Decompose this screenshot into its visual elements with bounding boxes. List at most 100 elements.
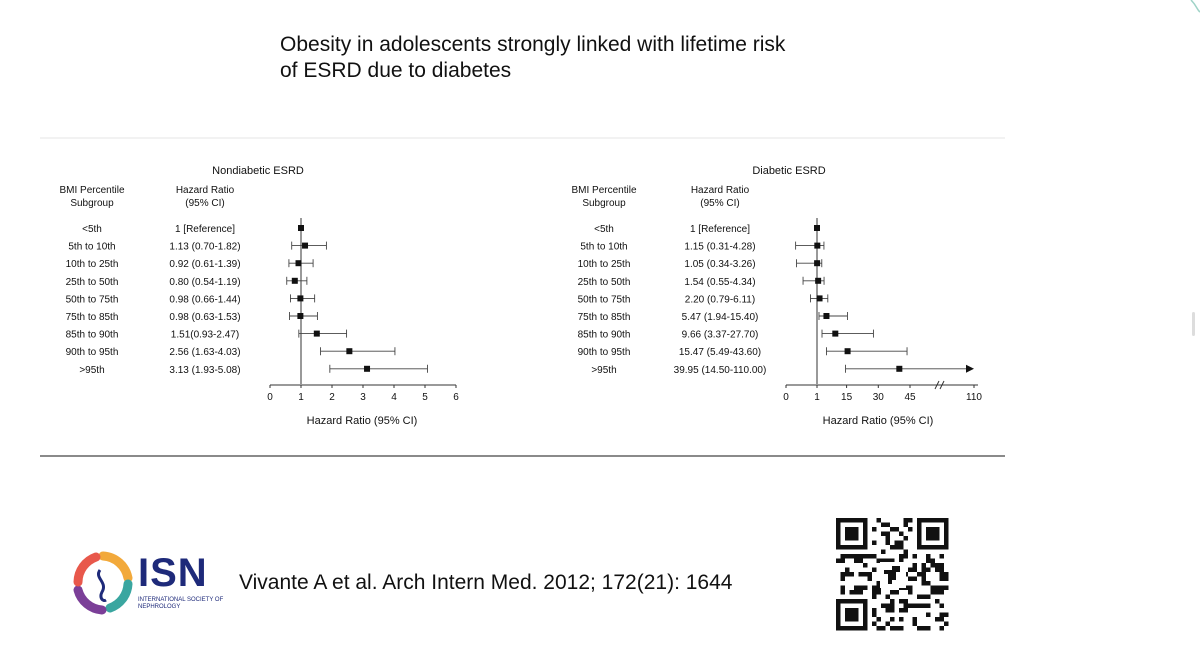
qr-module xyxy=(903,599,908,604)
qr-module xyxy=(890,558,895,563)
hazard-ratio-point xyxy=(297,295,304,302)
subgroup-label: <5th xyxy=(82,224,102,235)
qr-module xyxy=(840,554,845,559)
qr-module xyxy=(858,558,863,563)
qr-module xyxy=(890,626,895,631)
qr-module xyxy=(845,572,850,577)
qr-module xyxy=(930,563,935,568)
subgroup-label: 25th to 50th xyxy=(578,277,631,288)
qr-module xyxy=(944,612,949,617)
qr-module xyxy=(858,590,863,595)
hazard-ratio-label: 1 [Reference] xyxy=(690,224,750,235)
qr-module xyxy=(935,590,940,595)
qr-module xyxy=(872,608,877,613)
qr-module xyxy=(845,567,850,572)
hazard-ratio-point xyxy=(346,348,353,355)
x-tick-label: 1 xyxy=(298,392,304,403)
subgroup-label: 85th to 90th xyxy=(578,330,631,341)
qr-module xyxy=(912,563,917,568)
hazard-ratio-label: 2.20 (0.79-6.11) xyxy=(685,294,755,305)
qr-module xyxy=(867,554,872,559)
subgroup-label: 5th to 10th xyxy=(580,242,627,253)
qr-module xyxy=(899,531,904,536)
subgroup-label: >95th xyxy=(79,365,104,376)
diabetic-forest-plot: Diabetic ESRD BMI Percentile Subgroup Hazar… xyxy=(571,165,982,427)
qr-module xyxy=(935,567,940,572)
qr-module xyxy=(863,563,868,568)
qr-module xyxy=(944,585,949,590)
qr-module xyxy=(863,572,868,577)
qr-module xyxy=(885,603,890,608)
qr-module xyxy=(926,567,931,572)
qr-module xyxy=(890,599,895,604)
qr-module xyxy=(944,621,949,626)
qr-module xyxy=(872,567,877,572)
column-header-hazard-ratio: (95% CI) xyxy=(185,198,224,209)
hazard-ratio-point xyxy=(313,330,320,337)
subgroup-label: 75th to 85th xyxy=(578,312,631,323)
qr-module xyxy=(926,554,931,559)
qr-module xyxy=(935,599,940,604)
qr-module xyxy=(849,572,854,577)
hazard-ratio-label: 0.98 (0.63-1.53) xyxy=(169,312,240,323)
axis-break-mark xyxy=(939,380,945,390)
qr-module xyxy=(903,522,908,527)
qr-module xyxy=(917,594,922,599)
column-header-hazard-ratio: Hazard Ratio xyxy=(691,185,750,196)
qr-module xyxy=(894,590,899,595)
qr-module xyxy=(876,581,881,586)
qr-module xyxy=(908,527,913,532)
hazard-ratio-point xyxy=(814,225,820,231)
qr-module xyxy=(935,563,940,568)
hazard-ratio-label: 1.13 (0.70-1.82) xyxy=(169,242,240,253)
qr-module xyxy=(926,594,931,599)
qr-module xyxy=(908,590,913,595)
hazard-ratio-point xyxy=(364,365,371,372)
qr-module xyxy=(899,540,904,545)
qr-module xyxy=(908,603,913,608)
qr-module xyxy=(939,576,944,581)
qr-module xyxy=(935,585,940,590)
forest-plot-figure: Nondiabetic ESRD BMI Percentile Subgroup Ha… xyxy=(40,137,1005,457)
qr-module xyxy=(876,585,881,590)
hazard-ratio-label: 5.47 (1.94-15.40) xyxy=(682,312,759,323)
qr-module xyxy=(944,576,949,581)
hazard-ratio-point xyxy=(815,277,822,284)
qr-module xyxy=(939,567,944,572)
hazard-ratio-label: 0.92 (0.61-1.39) xyxy=(169,259,240,270)
x-tick-label: 30 xyxy=(873,392,885,403)
qr-module xyxy=(858,554,863,559)
qr-center-mark xyxy=(884,566,900,584)
qr-module xyxy=(926,603,931,608)
hazard-ratio-point xyxy=(297,313,304,319)
hazard-ratio-point xyxy=(896,365,903,372)
subgroup-label: 25th to 50th xyxy=(66,277,119,288)
qr-module xyxy=(899,608,904,613)
qr-module xyxy=(876,617,881,622)
qr-module xyxy=(890,527,895,532)
column-header-subgroup: Subgroup xyxy=(70,198,114,209)
qr-module xyxy=(939,572,944,577)
hazard-ratio-label: 39.95 (14.50-110.00) xyxy=(674,365,767,376)
qr-module xyxy=(930,585,935,590)
qr-module xyxy=(899,545,904,550)
subgroup-label: 85th to 90th xyxy=(66,330,119,341)
qr-module xyxy=(840,558,845,563)
hazard-ratio-label: 0.80 (0.54-1.19) xyxy=(169,277,240,288)
qr-module xyxy=(890,617,895,622)
qr-code-icon[interactable] xyxy=(836,518,949,632)
hazard-ratio-point xyxy=(844,348,851,355)
qr-module xyxy=(854,585,859,590)
qr-module xyxy=(926,626,931,631)
subgroup-label: 10th to 25th xyxy=(66,259,119,270)
qr-module xyxy=(881,549,886,554)
qr-module xyxy=(939,563,944,568)
qr-module xyxy=(894,626,899,631)
subgroup-label: 90th to 95th xyxy=(578,347,631,358)
qr-module xyxy=(872,590,877,595)
x-tick-label: 3 xyxy=(360,392,366,403)
qr-module xyxy=(890,603,895,608)
qr-module xyxy=(840,590,845,595)
qr-module xyxy=(863,585,868,590)
column-header-subgroup: BMI Percentile xyxy=(59,185,124,196)
